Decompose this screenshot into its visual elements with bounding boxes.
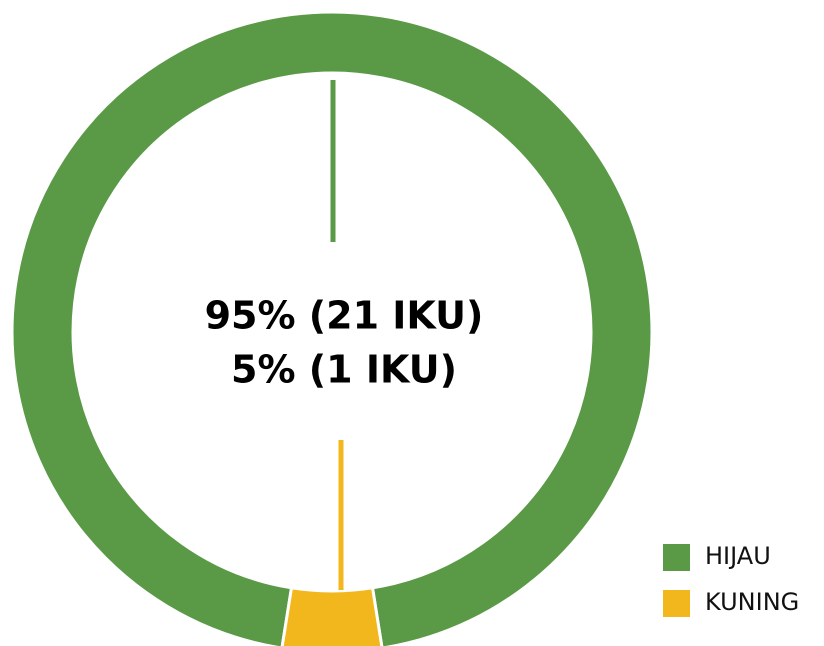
slice xyxy=(10,10,654,646)
legend-label: KUNING xyxy=(705,588,799,616)
donut xyxy=(10,10,654,646)
slice xyxy=(280,586,384,646)
legend-swatch xyxy=(663,544,690,571)
data-label: 95% (21 IKU) xyxy=(205,294,484,338)
legend-swatch xyxy=(663,590,690,617)
data-label: 5% (1 IKU) xyxy=(231,348,457,392)
legend: HIJAU KUNING xyxy=(663,542,799,617)
legend-label: HIJAU xyxy=(705,542,771,570)
